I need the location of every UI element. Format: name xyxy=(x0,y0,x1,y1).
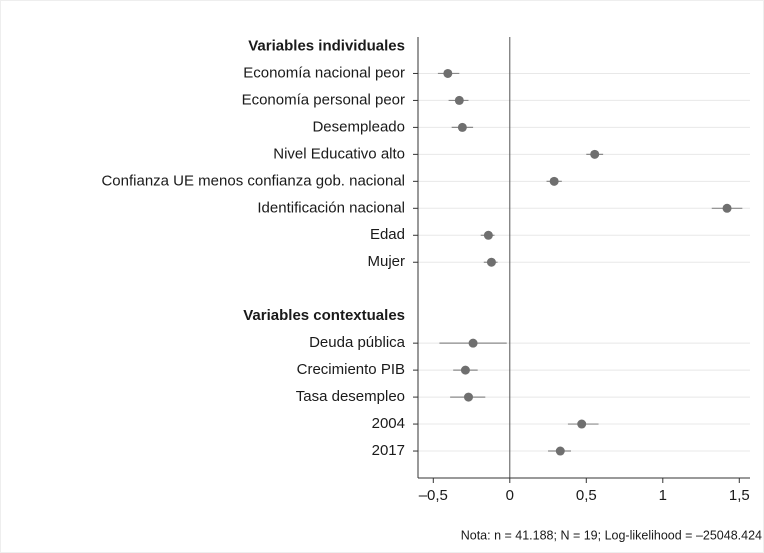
y-tick-label: Desempleado xyxy=(312,118,405,135)
estimate-point xyxy=(457,122,467,132)
estimate-point xyxy=(549,176,559,186)
x-tick-label: 0,5 xyxy=(576,487,597,504)
estimate-point xyxy=(460,365,470,375)
estimate-point xyxy=(468,338,478,348)
y-tick-label: Crecimiento PIB xyxy=(297,361,405,378)
estimate-point xyxy=(577,419,587,429)
y-tick-label: Nivel Educativo alto xyxy=(273,145,405,162)
y-tick-label: Tasa desempleo xyxy=(296,388,405,405)
y-tick-label: Economía personal peor xyxy=(242,91,405,108)
y-tick-label: Mujer xyxy=(367,253,405,270)
x-tick-label: –0,5 xyxy=(419,487,448,504)
group-header: Variables individuales xyxy=(248,37,405,54)
y-tick-label: Edad xyxy=(370,226,405,243)
estimate-point xyxy=(486,257,496,267)
estimate-point xyxy=(722,203,732,213)
estimate-point xyxy=(463,392,473,402)
estimate-point xyxy=(454,95,464,105)
estimate-point xyxy=(443,68,453,78)
y-tick-label: 2004 xyxy=(372,415,405,432)
x-tick-label: 1,5 xyxy=(729,487,750,504)
estimate-point xyxy=(483,230,493,240)
estimate-point xyxy=(555,446,565,456)
note: Nota: n = 41.188; N = 19; Log-likelihood… xyxy=(461,528,762,542)
y-tick-label: Identificación nacional xyxy=(257,199,405,216)
x-tick-label: 0 xyxy=(506,487,514,504)
y-tick-label: 2017 xyxy=(372,442,405,459)
y-tick-label: Deuda pública xyxy=(309,334,406,351)
group-header: Variables contextuales xyxy=(243,307,405,324)
y-tick-label: Economía nacional peor xyxy=(243,64,405,81)
estimate-point xyxy=(590,149,600,159)
y-tick-label: Confianza UE menos confianza gob. nacion… xyxy=(101,172,405,189)
x-tick-label: 1 xyxy=(659,487,667,504)
